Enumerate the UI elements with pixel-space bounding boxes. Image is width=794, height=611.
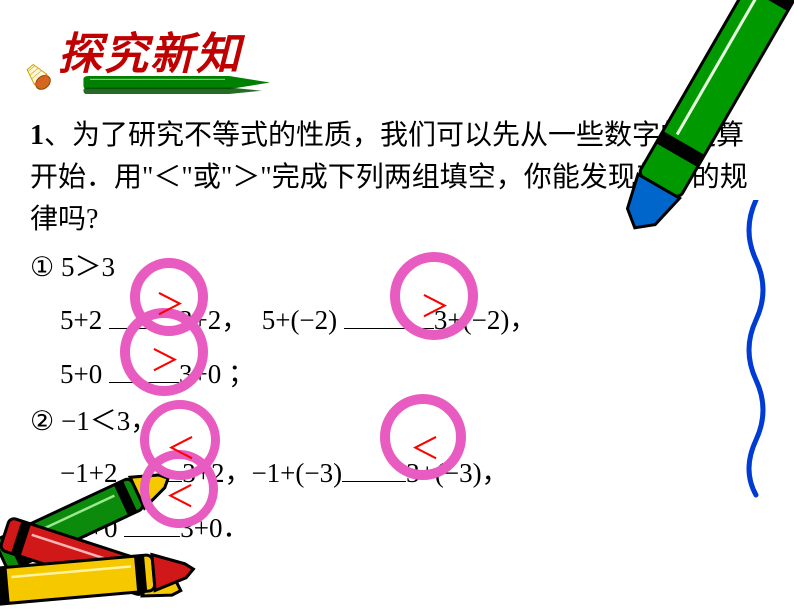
page-title: 探究新知 bbox=[58, 18, 242, 82]
blank-5 bbox=[342, 481, 406, 482]
title-underline bbox=[60, 76, 300, 94]
group2-num: ② bbox=[30, 401, 54, 442]
g1-l3a: 5+0 bbox=[60, 359, 109, 389]
wavy-line-icon bbox=[736, 200, 776, 500]
answer-symbol: ＞ bbox=[150, 336, 180, 380]
g1-l2a: 5+2 bbox=[60, 305, 109, 335]
group1-line1: 5＞3 bbox=[54, 252, 115, 282]
answer-symbol: ＞ bbox=[420, 282, 450, 326]
answer-symbol: ＞ bbox=[155, 280, 185, 324]
answer-symbol: ＜ bbox=[410, 424, 440, 468]
intro-number: 1 bbox=[30, 120, 44, 151]
answer-symbol: ＜ bbox=[166, 424, 196, 468]
g2-l2c: −1+(−3) bbox=[251, 458, 342, 488]
group1-num: ① bbox=[30, 247, 54, 288]
g1-l2c: 5+(−2) bbox=[262, 305, 344, 335]
answer-symbol: ＜ bbox=[165, 472, 195, 516]
